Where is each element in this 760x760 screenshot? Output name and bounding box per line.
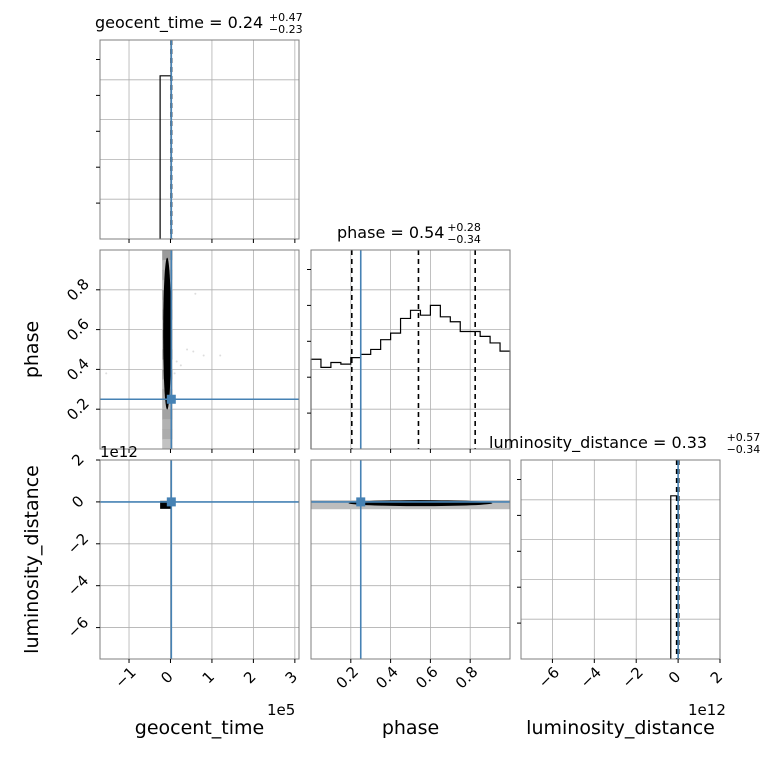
contour-fill (160, 500, 172, 509)
panel-frame (99, 459, 300, 660)
x-tick-label-luminosity_distance: −6 (535, 663, 563, 691)
x-tick-label-luminosity_distance: 2 (707, 668, 726, 687)
hist-panel-luminosity_distance: luminosity_distance = 0.33 +0.57−0.34 (489, 431, 760, 660)
density-cell (162, 419, 173, 430)
y-tick-label-phase: 0.8 (63, 275, 93, 305)
title-upper-error: +0.47 (269, 11, 303, 24)
scatter-point (192, 350, 195, 353)
panel-frame (99, 39, 300, 240)
density-cell (162, 439, 173, 450)
y-axis-label-phase: phase (21, 321, 43, 378)
y-tick-label-luminosity_distance: −4 (64, 571, 92, 599)
y-tick-label-luminosity_distance: 0 (68, 492, 87, 511)
x-axis-label-phase: phase (382, 717, 439, 739)
y-tick-label-luminosity_distance: 2 (68, 450, 87, 469)
x-tick-label-geocent_time: 3 (282, 668, 301, 687)
panel-frame (520, 459, 721, 660)
truth-marker (166, 394, 176, 404)
title-lower-error: −0.34 (447, 233, 481, 246)
scatter-point (179, 364, 182, 367)
x-offset-luminosity_distance: 1e12 (688, 701, 726, 719)
y-axis-label-luminosity_distance: luminosity_distance (21, 465, 43, 654)
panel-geocent_time-phase (99, 249, 300, 450)
x-tick-label-phase: 0.8 (452, 663, 482, 693)
panel-frame (99, 249, 300, 450)
contour-fill (348, 500, 493, 507)
scatter-point (194, 292, 197, 295)
x-tick-label-luminosity_distance: −4 (577, 663, 605, 691)
y-tick-label-luminosity_distance: −6 (64, 613, 92, 641)
panel-frame (310, 459, 511, 660)
panel-phase-luminosity_distance (310, 459, 511, 660)
title-geocent_time: geocent_time = 0.24 (95, 13, 263, 33)
y-tick-label-phase: 0.4 (63, 355, 93, 385)
density-cell (162, 250, 173, 261)
scatter-point (219, 354, 222, 357)
scatter-point (186, 348, 189, 351)
title-luminosity_distance: luminosity_distance = 0.33 (489, 433, 707, 453)
x-tick-label-phase: 0.6 (412, 663, 442, 693)
x-offset-geocent_time: 1e5 (267, 701, 295, 719)
hist-panel-phase: phase = 0.54 +0.28−0.34 (307, 221, 511, 450)
scatter-point (202, 354, 205, 357)
x-tick-label-geocent_time: −1 (111, 663, 139, 691)
x-tick-label-phase: 0.4 (372, 663, 402, 693)
panel-frame (310, 249, 511, 450)
x-tick-label-luminosity_distance: −2 (618, 663, 646, 691)
contour-fill (163, 257, 172, 410)
density-cell (162, 409, 173, 420)
truth-marker (356, 497, 366, 507)
title-lower-error: −0.23 (269, 23, 303, 36)
scatter-point (173, 372, 176, 375)
hist-panel-geocent_time: geocent_time = 0.24 +0.47−0.23 (95, 11, 303, 240)
scatter-point (105, 372, 108, 375)
y-tick-label-phase: 0.2 (63, 394, 93, 424)
title-phase: phase = 0.54 (337, 223, 444, 242)
x-tick-label-geocent_time: 1 (199, 668, 218, 687)
y-tick-label-luminosity_distance: −2 (64, 530, 92, 558)
x-axis-label-luminosity_distance: luminosity_distance (526, 717, 715, 739)
title-upper-error: +0.28 (447, 221, 481, 234)
title-lower-error: −0.34 (727, 443, 760, 456)
x-tick-label-phase: 0.2 (332, 663, 362, 693)
x-tick-label-luminosity_distance: 0 (665, 668, 684, 687)
title-upper-error: +0.57 (727, 431, 760, 444)
panel-geocent_time-luminosity_distance (99, 459, 300, 660)
histogram-phase (310, 304, 511, 449)
y-offset-luminosity_distance: 1e12 (100, 443, 138, 461)
x-axis-label-geocent_time: geocent_time (135, 717, 264, 739)
density-cell (162, 429, 173, 440)
y-tick-label-phase: 0.6 (63, 315, 93, 345)
scatter-point (175, 360, 178, 363)
x-tick-label-geocent_time: 2 (240, 668, 259, 687)
truth-marker (166, 497, 176, 507)
x-tick-label-geocent_time: 0 (157, 668, 176, 687)
